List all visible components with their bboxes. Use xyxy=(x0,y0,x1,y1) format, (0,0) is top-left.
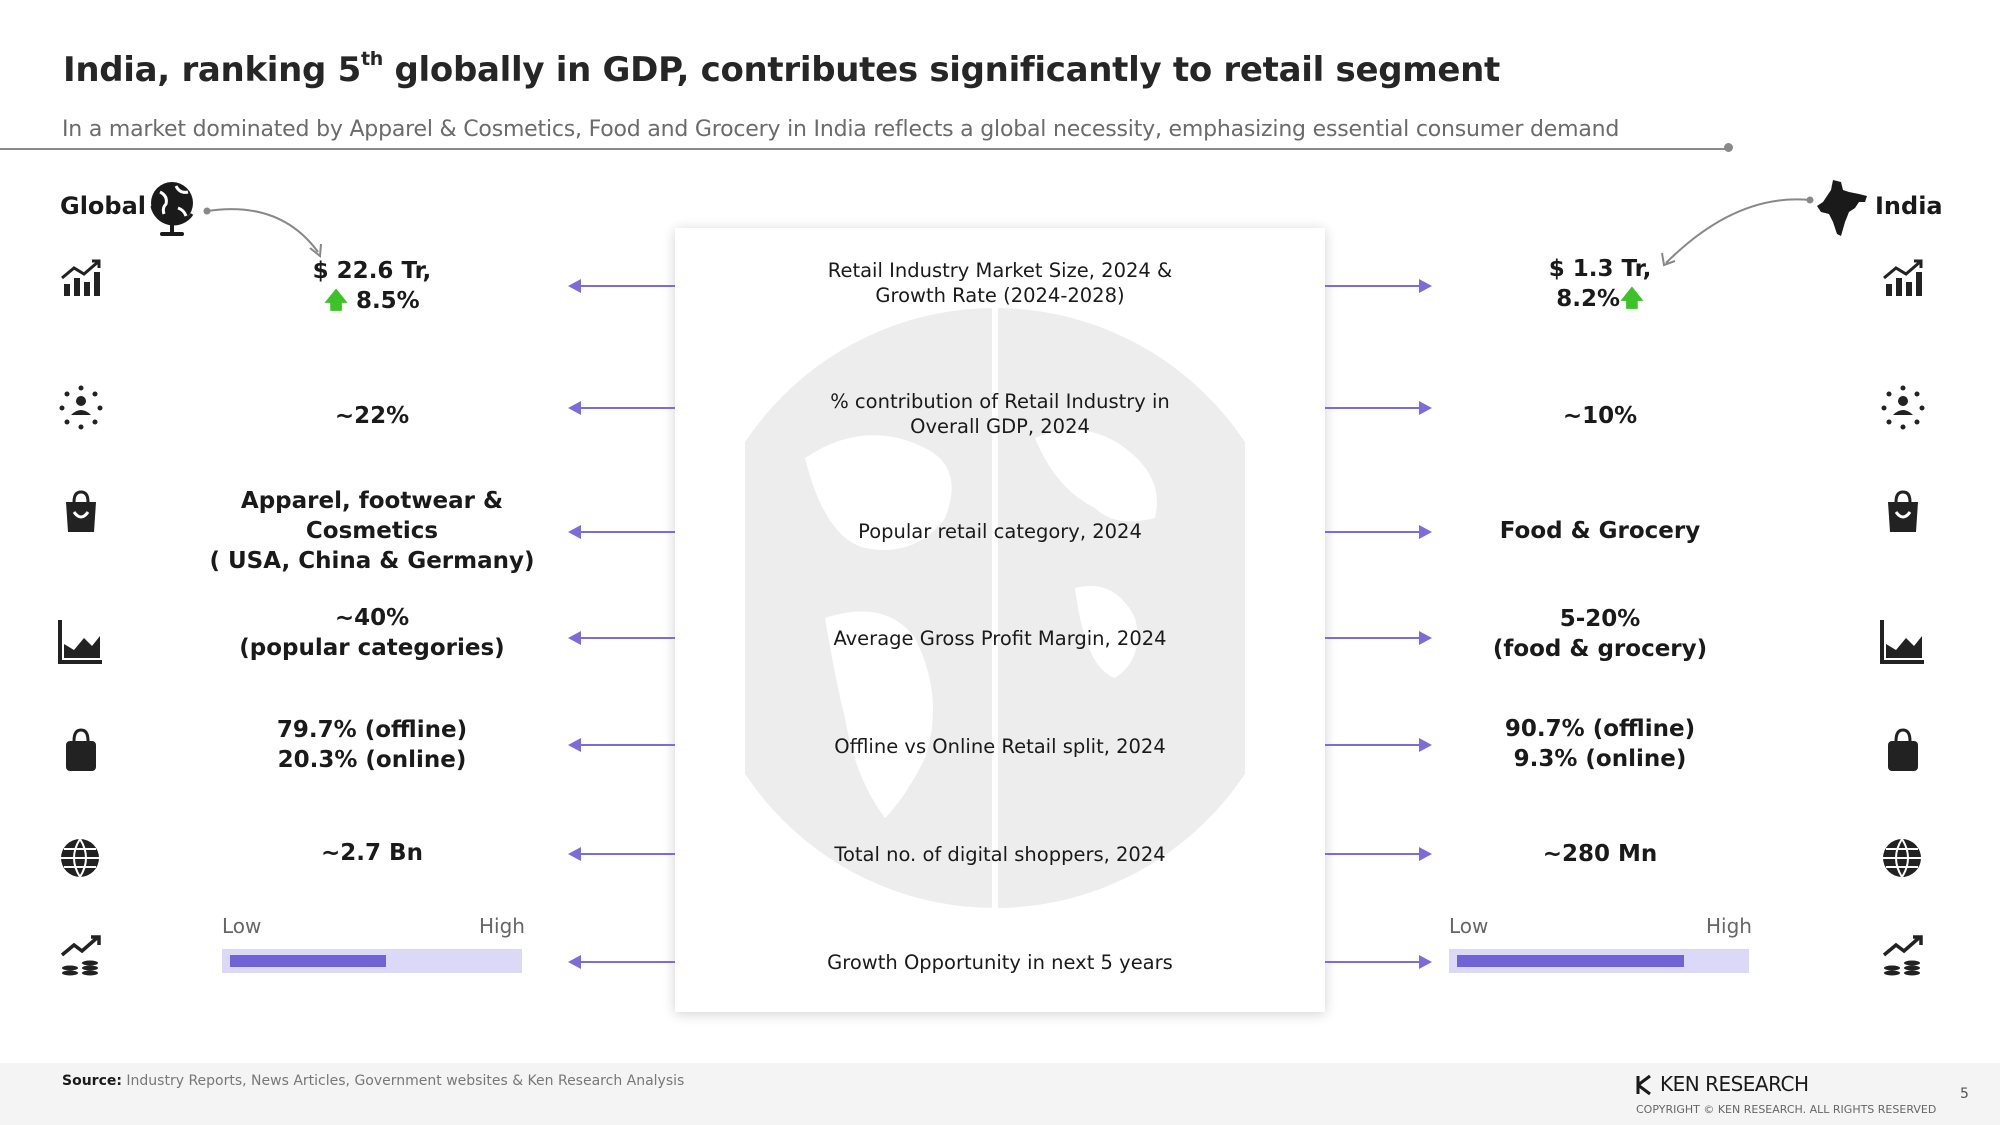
globe-wifi-icon xyxy=(61,838,99,878)
global-gross-margin: ~40% (popular categories) xyxy=(192,603,552,663)
arrow-right xyxy=(1325,401,1432,415)
global-label: Global xyxy=(60,192,147,220)
value-text: 79.7% (offline) xyxy=(276,717,468,743)
india-digital-shoppers: ~280 Mn xyxy=(1542,841,1658,867)
metric-text: Overall GDP, 2024 xyxy=(910,415,1090,438)
value-text: 8.5% xyxy=(355,288,420,314)
global-scale-high: High xyxy=(479,914,525,938)
global-market-size: $ 22.6 Tr, 🡅 8.5% xyxy=(192,256,552,316)
india-growth-bar xyxy=(1449,949,1749,973)
arrow-right xyxy=(1325,525,1432,539)
value-text: ~40% xyxy=(334,605,410,631)
india-pointer-arrow xyxy=(1661,196,1814,267)
value-text: Apparel, footwear & xyxy=(240,488,504,514)
india-offline-online: 90.7% (offline) 9.3% (online) xyxy=(1420,714,1780,774)
global-growth-bar xyxy=(222,949,522,973)
rising-coins-icon xyxy=(60,935,101,976)
globe-wifi-icon xyxy=(1883,838,1921,878)
source-text: Industry Reports, News Articles, Governm… xyxy=(126,1073,685,1089)
copyright: COPYRIGHT © KEN RESEARCH. ALL RIGHTS RES… xyxy=(1636,1103,1937,1116)
page-title: India, ranking 5th globally in GDP, cont… xyxy=(63,47,1501,90)
value-text: $ 22.6 Tr, xyxy=(312,258,432,284)
metric-text: Growth Rate (2024-2028) xyxy=(875,284,1125,307)
india-growth-bar-fill xyxy=(1457,955,1684,967)
growth-chart-icon xyxy=(1883,259,1923,296)
global-growth-bar-fill xyxy=(230,955,386,967)
metric-label-digital-shoppers: Total no. of digital shoppers, 2024 xyxy=(834,843,1166,866)
value-text: 90.7% (offline) xyxy=(1504,716,1696,742)
shopping-bag-solid-icon xyxy=(1888,728,1918,771)
india-gross-margin: 5-20% (food & grocery) xyxy=(1420,604,1780,664)
area-chart-icon xyxy=(58,620,102,664)
india-popular-category: Food & Grocery xyxy=(1499,518,1701,544)
area-chart-icon xyxy=(1880,620,1924,664)
rising-coins-icon xyxy=(1882,935,1923,976)
title-text-rest: globally in GDP, contributes significant… xyxy=(382,50,1501,90)
metric-text: % contribution of Retail Industry in xyxy=(830,390,1170,413)
value-text: 8.2% xyxy=(1556,286,1621,312)
value-text: ( USA, China & Germany) xyxy=(209,548,535,574)
value-text: 20.3% (online) xyxy=(277,747,467,773)
global-scale-low: Low xyxy=(222,914,262,938)
shopping-bag-solid-icon xyxy=(66,728,96,771)
arrow-left xyxy=(568,631,675,645)
arrow-right xyxy=(1325,279,1432,293)
world-globe-watermark xyxy=(745,308,1245,908)
network-people-icon xyxy=(59,385,103,430)
arrow-left xyxy=(568,525,675,539)
metric-label-market-size: Retail Industry Market Size, 2024 & Growt… xyxy=(675,258,1325,308)
metric-label-offline-online: Offline vs Online Retail split, 2024 xyxy=(834,735,1166,758)
shopping-bag-icon xyxy=(66,490,96,532)
arrow-right xyxy=(1325,738,1432,752)
metric-label-popular-category: Popular retail category, 2024 xyxy=(858,520,1142,543)
global-offline-online: 79.7% (offline) 20.3% (online) xyxy=(192,715,552,775)
source-note: Source: Industry Reports, News Articles,… xyxy=(62,1073,684,1089)
arrow-left xyxy=(568,738,675,752)
source-label: Source: xyxy=(62,1073,122,1089)
india-market-size: $ 1.3 Tr, 8.2%🡅 xyxy=(1420,254,1780,314)
page-subtitle: In a market dominated by Apparel & Cosme… xyxy=(62,117,1620,142)
value-text: 5-20% xyxy=(1559,606,1641,632)
value-text: Cosmetics xyxy=(305,518,439,544)
india-scale-low: Low xyxy=(1449,914,1489,938)
global-popular-category: Apparel, footwear & Cosmetics ( USA, Chi… xyxy=(192,486,552,576)
india-map-icon xyxy=(1817,180,1867,236)
ken-research-logo-icon xyxy=(1636,1074,1651,1096)
value-text: 9.3% (online) xyxy=(1513,746,1687,772)
footer xyxy=(0,1063,2000,1125)
india-gdp-contribution: ~10% xyxy=(1562,403,1638,429)
arrow-left xyxy=(568,847,675,861)
metrics-panel: Retail Industry Market Size, 2024 & Growt… xyxy=(675,228,1325,1012)
arrow-right xyxy=(1325,955,1432,969)
india-scale-high: High xyxy=(1706,914,1752,938)
arrow-left xyxy=(568,401,675,415)
global-pointer-arrow xyxy=(203,207,322,258)
shopping-bag-icon xyxy=(1888,490,1918,532)
header-divider-dot xyxy=(1724,143,1733,152)
value-text: $ 1.3 Tr, xyxy=(1548,256,1652,282)
value-text: (popular categories) xyxy=(239,635,505,661)
value-text: (food & grocery) xyxy=(1492,636,1708,662)
india-label: India xyxy=(1875,192,1943,220)
arrow-left xyxy=(568,279,675,293)
network-people-icon xyxy=(1881,385,1925,430)
metric-label-gdp-contribution: % contribution of Retail Industry in Over… xyxy=(675,389,1325,439)
globe-stand-icon xyxy=(150,182,194,236)
up-arrow-icon: 🡅 xyxy=(324,288,348,314)
metric-label-growth-opportunity: Growth Opportunity in next 5 years xyxy=(827,951,1173,974)
page-number: 5 xyxy=(1960,1086,1969,1102)
growth-chart-icon xyxy=(61,259,101,296)
arrow-right xyxy=(1325,847,1432,861)
metric-label-gross-margin: Average Gross Profit Margin, 2024 xyxy=(833,627,1167,650)
header-divider xyxy=(0,148,1730,150)
global-gdp-contribution: ~22% xyxy=(334,403,410,429)
title-superscript: th xyxy=(360,47,383,70)
global-digital-shoppers: ~2.7 Bn xyxy=(321,840,423,866)
brand-name: KEN RESEARCH xyxy=(1660,1072,1809,1096)
metric-text: Retail Industry Market Size, 2024 & xyxy=(827,259,1173,282)
arrow-right xyxy=(1325,631,1432,645)
title-text: India, ranking 5 xyxy=(63,50,361,90)
up-arrow-icon: 🡅 xyxy=(1620,286,1644,312)
arrow-left xyxy=(568,955,675,969)
